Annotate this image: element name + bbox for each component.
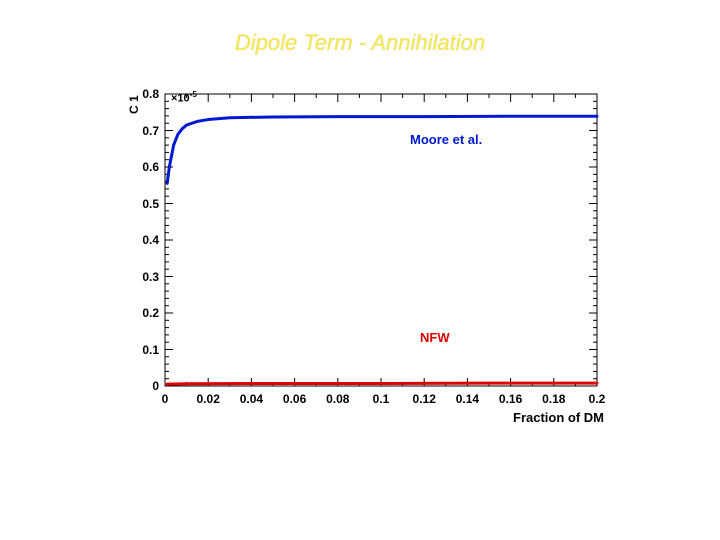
chart-svg — [110, 82, 610, 442]
y-tick: 0.4 — [142, 233, 159, 247]
y-tick: 0.2 — [142, 306, 159, 320]
y-tick: 0.6 — [142, 160, 159, 174]
x-tick: 0.04 — [240, 392, 263, 406]
x-tick: 0.08 — [326, 392, 349, 406]
x-tick: 0.02 — [197, 392, 220, 406]
x-axis-title: Fraction of DM — [513, 410, 604, 425]
chart-container: C 1 Fraction of DM ×10-5 Moore et al. NF… — [110, 82, 610, 442]
x-tick: 0.1 — [373, 392, 390, 406]
x-tick: 0.16 — [499, 392, 522, 406]
y-axis-title: C 1 — [127, 95, 141, 114]
x-tick: 0.06 — [283, 392, 306, 406]
page-title: Dipole Term - Annihilation — [235, 30, 485, 56]
y-tick: 0.5 — [142, 197, 159, 211]
x-tick: 0.12 — [413, 392, 436, 406]
y-tick: 0.3 — [142, 270, 159, 284]
x-tick: 0.2 — [589, 392, 606, 406]
y-tick: 0.8 — [142, 87, 159, 101]
y-tick: 0 — [152, 379, 159, 393]
series-label-nfw: NFW — [420, 330, 450, 345]
x-tick: 0 — [162, 392, 169, 406]
x-tick: 0.18 — [542, 392, 565, 406]
series-label-moore: Moore et al. — [410, 132, 482, 147]
y-tick: 0.7 — [142, 124, 159, 138]
y-tick: 0.1 — [142, 343, 159, 357]
x-tick: 0.14 — [456, 392, 479, 406]
y-axis-exponent: ×10-5 — [171, 90, 197, 105]
